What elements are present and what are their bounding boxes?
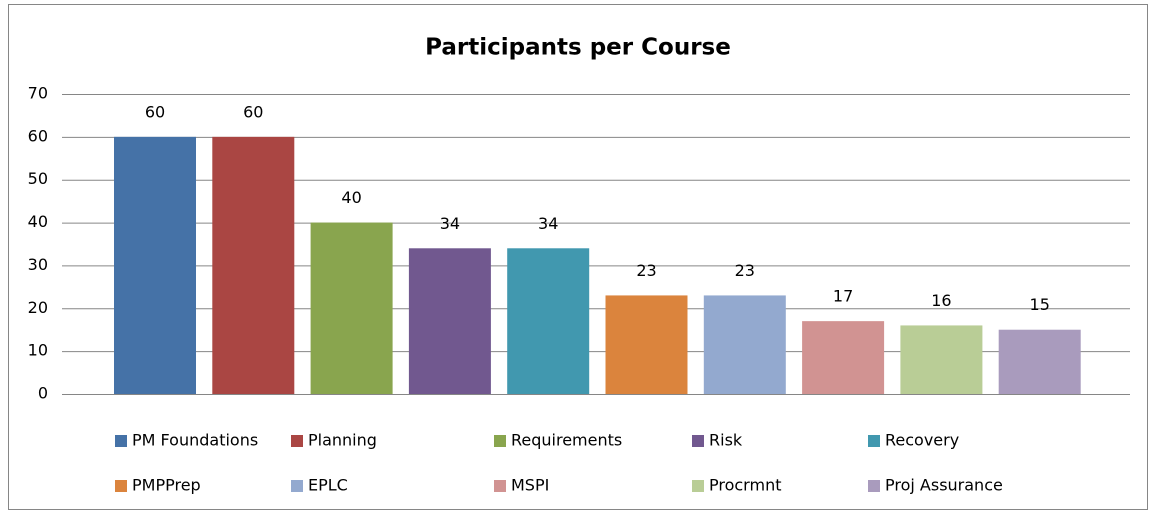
legend-swatch bbox=[291, 435, 303, 447]
y-tick-label: 70 bbox=[28, 84, 48, 103]
legend-swatch bbox=[692, 480, 704, 492]
legend-label: Procrmnt bbox=[709, 476, 781, 495]
bar bbox=[998, 329, 1081, 394]
legend-label: EPLC bbox=[308, 476, 348, 495]
legend-swatch bbox=[291, 480, 303, 492]
legend-swatch bbox=[115, 435, 127, 447]
bar bbox=[900, 325, 983, 394]
legend-swatch bbox=[868, 435, 880, 447]
bar bbox=[212, 136, 295, 394]
value-label: 60 bbox=[145, 102, 165, 121]
value-label: 60 bbox=[243, 102, 263, 121]
y-tick-label: 40 bbox=[28, 212, 48, 231]
value-label: 23 bbox=[735, 261, 755, 280]
value-label: 40 bbox=[341, 188, 361, 207]
legend-swatch bbox=[494, 480, 506, 492]
y-tick-label: 20 bbox=[28, 298, 48, 317]
y-tick-label: 50 bbox=[28, 169, 48, 188]
legend-swatch bbox=[494, 435, 506, 447]
bar bbox=[802, 321, 885, 394]
legend-label: MSPI bbox=[511, 476, 549, 495]
legend-label: Requirements bbox=[511, 431, 622, 450]
legend-label: Planning bbox=[308, 431, 377, 450]
value-label: 15 bbox=[1030, 295, 1050, 314]
bar bbox=[507, 248, 590, 394]
legend-label: PM Foundations bbox=[132, 431, 258, 450]
legend-label: Risk bbox=[709, 431, 743, 450]
y-tick-label: 10 bbox=[28, 341, 48, 360]
value-label: 34 bbox=[440, 214, 460, 233]
bar bbox=[114, 136, 196, 394]
value-label: 23 bbox=[636, 261, 656, 280]
y-tick-label: 30 bbox=[28, 255, 48, 274]
legend-label: Proj Assurance bbox=[885, 476, 1003, 495]
legend-label: Recovery bbox=[885, 431, 959, 450]
value-label: 17 bbox=[833, 287, 853, 306]
y-tick-label: 60 bbox=[28, 126, 48, 145]
bar bbox=[605, 295, 688, 394]
legend-swatch bbox=[115, 480, 127, 492]
value-label: 34 bbox=[538, 214, 558, 233]
value-label: 16 bbox=[931, 291, 951, 310]
legend-swatch bbox=[868, 480, 880, 492]
bar bbox=[310, 222, 393, 394]
y-tick-label: 0 bbox=[38, 384, 48, 403]
chart-title: Participants per Course bbox=[425, 35, 731, 61]
bar bbox=[703, 295, 786, 394]
legend-label: PMPPrep bbox=[132, 476, 201, 495]
legend-swatch bbox=[692, 435, 704, 447]
bar bbox=[408, 248, 491, 394]
